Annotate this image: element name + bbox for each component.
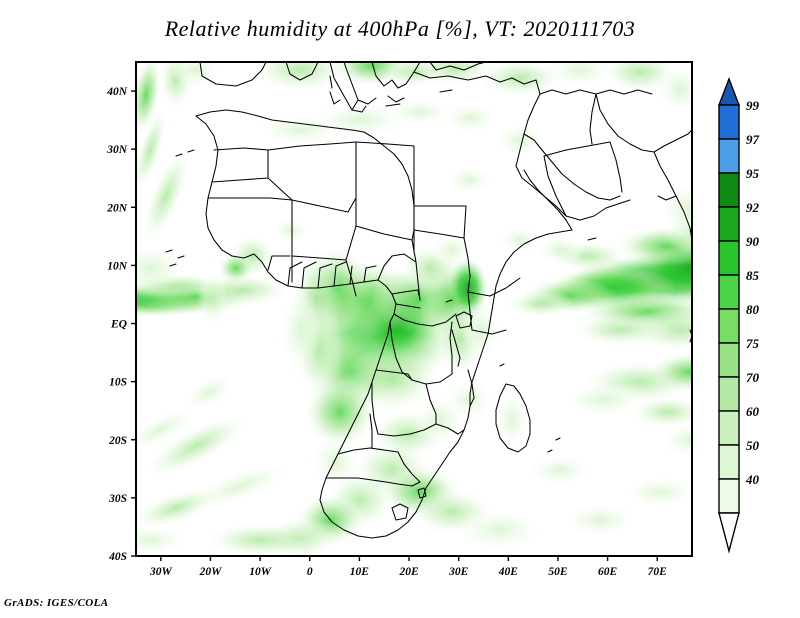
y-tick-label: 20S: [108, 435, 127, 447]
colorbar-band: [718, 206, 740, 242]
colorbar-band: [718, 410, 740, 446]
x-tick-label: 10E: [350, 566, 370, 578]
colorbar-arrow-max: [717, 77, 741, 106]
colorbar-arrow-min: [718, 512, 740, 554]
colorbar-tick-label: 90: [746, 234, 760, 249]
y-tick-label: 10S: [109, 377, 127, 389]
footer-credit: GrADS: IGES/COLA: [4, 597, 109, 609]
y-tick-label: EQ: [110, 319, 127, 331]
colorbar-band: [718, 308, 740, 344]
colorbar-band: [718, 444, 740, 480]
humidity-field: [136, 62, 692, 556]
colorbar-tick-label: 70: [746, 370, 760, 385]
x-tick-label: 50E: [548, 566, 568, 578]
colorbar-band: [718, 104, 740, 140]
y-tick-label: 20N: [106, 202, 128, 214]
colorbar-tick-label: 80: [746, 302, 760, 317]
colorbar-tick-label: 99: [746, 98, 760, 113]
colorbar-tick-label: 92: [746, 200, 760, 215]
x-tick-label: 20E: [398, 566, 419, 578]
x-tick-label: 30E: [448, 566, 469, 578]
x-tick-label: 70E: [648, 566, 668, 578]
x-tick-label: 0: [307, 566, 313, 578]
y-tick-label: 10N: [107, 260, 128, 272]
x-tick-label: 20W: [199, 566, 223, 578]
colorbar-band: [718, 240, 740, 276]
colorbar: 99 97 95 92 90 85 80 75 70 60 50 40: [717, 77, 760, 554]
colorbar-tick-label: 50: [746, 438, 760, 453]
colorbar-band: [718, 478, 740, 514]
y-tick-label: 40S: [108, 551, 127, 563]
plot-frame: [135, 61, 693, 557]
colorbar-band: [718, 138, 740, 174]
coastline-layer: [165, 62, 692, 539]
colorbar-tick-label: 95: [746, 166, 760, 181]
x-tick-label: 40E: [498, 566, 519, 578]
colorbar-tick-label: 60: [746, 404, 760, 419]
x-axis: 30W 20W 10W 0 10E 20E 30E 40E 50E 60E 70E: [149, 556, 667, 578]
x-tick-label: 10W: [249, 566, 272, 578]
colorbar-tick-label: 75: [746, 336, 760, 351]
colorbar-tick-label: 40: [745, 472, 760, 487]
colorbar-tick-label: 97: [746, 132, 760, 147]
y-tick-label: 40N: [106, 86, 128, 98]
y-tick-label: 30N: [106, 144, 128, 156]
colorbar-tick-label: 85: [746, 268, 760, 283]
colorbar-band: [718, 274, 740, 310]
colorbar-band: [718, 376, 740, 412]
y-tick-label: 30S: [108, 493, 127, 505]
colorbar-band: [718, 172, 740, 208]
x-tick-label: 60E: [598, 566, 618, 578]
colorbar-band: [718, 342, 740, 378]
y-axis: 40N 30N 20N 10N EQ 10S 20S 30S 40S: [106, 86, 136, 563]
page-title: Relative humidity at 400hPa [%], VT: 202…: [164, 16, 636, 41]
x-tick-label: 30W: [149, 566, 173, 578]
